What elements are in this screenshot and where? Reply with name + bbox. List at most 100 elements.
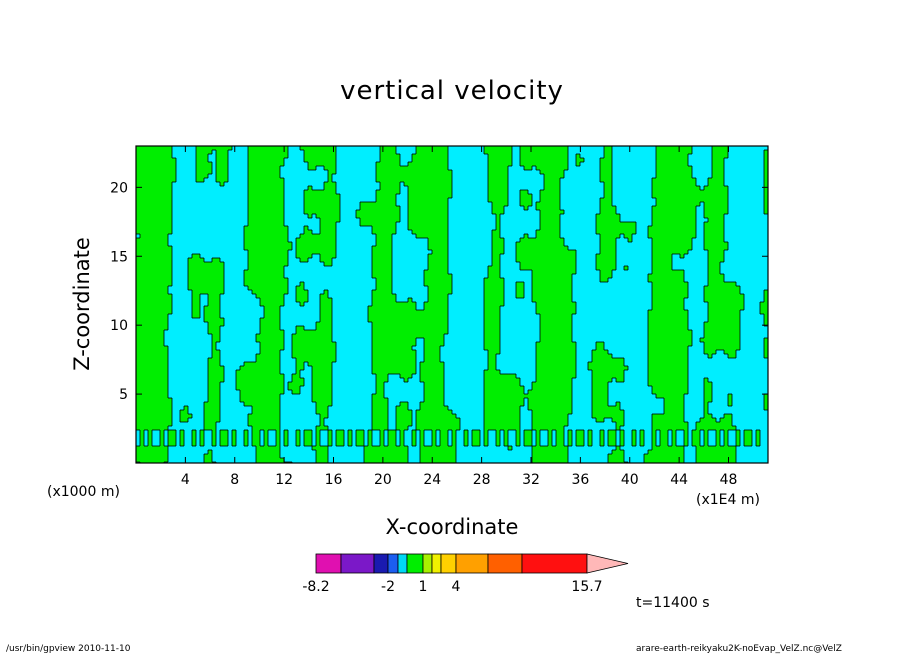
contour-cell [524,230,529,235]
contour-cell [636,210,641,215]
contour-cell [404,190,409,195]
contour-cell [236,214,241,219]
contour-cell [320,154,325,159]
contour-cell [164,150,169,155]
contour-cell [536,170,541,175]
contour-cell [748,230,753,235]
contour-cell [604,170,609,175]
contour-cell [252,198,257,203]
contour-cell [416,158,421,163]
contour-cell [572,178,577,183]
contour-cell [560,174,565,179]
contour-cell [260,270,265,275]
contour-cell [584,166,589,171]
contour-cell [672,230,677,235]
contour-cell [264,246,269,251]
contour-cell [360,246,365,251]
contour-cell [380,230,385,235]
contour-cell [280,150,285,155]
contour-cell [444,182,449,187]
contour-cell [176,194,181,199]
contour-cell [608,254,613,259]
contour-cell [544,166,549,171]
contour-cell [376,206,381,211]
contour-cell [536,186,541,191]
contour-cell [592,222,597,227]
contour-cell [520,202,525,207]
contour-cell [560,254,565,259]
contour-cell [532,218,537,223]
contour-cell [480,178,485,183]
contour-cell [164,214,169,219]
contour-cell [244,166,249,171]
contour-cell [408,230,413,235]
contour-cell [148,166,153,171]
contour-cell [756,154,761,159]
contour-cell [480,270,485,275]
contour-cell [692,262,697,267]
contour-cell [480,182,485,187]
contour-cell [636,218,641,223]
contour-cell [408,154,413,159]
contour-cell [592,226,597,231]
contour-cell [528,174,533,179]
contour-cell [352,154,357,159]
contour-cell [660,190,665,195]
contour-cell [732,186,737,191]
contour-cell [636,250,641,255]
contour-cell [220,182,225,187]
contour-cell [408,254,413,259]
contour-cell [368,230,373,235]
contour-cell [684,206,689,211]
contour-cell [716,202,721,207]
contour-cell [364,178,369,183]
contour-cell [324,182,329,187]
contour-cell [376,154,381,159]
contour-cell [240,214,245,219]
contour-cell [416,174,421,179]
contour-cell [460,230,465,235]
contour-cell [544,202,549,207]
contour-cell [532,206,537,211]
contour-cell [404,162,409,167]
contour-cell [532,146,537,151]
contour-cell [144,242,149,247]
contour-cell [596,166,601,171]
contour-cell [592,238,597,243]
contour-cell [564,210,569,215]
contour-cell [220,186,225,191]
contour-cell [172,186,177,191]
contour-cell [528,194,533,199]
contour-cell [448,154,453,159]
contour-cell [284,262,289,267]
contour-cell [268,214,273,219]
contour-cell [244,238,249,243]
contour-cell [188,182,193,187]
contour-cell [568,242,573,247]
contour-cell [564,154,569,159]
contour-cell [272,266,277,271]
contour-cell [680,238,685,243]
contour-cell [584,230,589,235]
contour-cell [592,242,597,247]
contour-cell [692,242,697,247]
contour-cell [324,150,329,155]
contour-cell [556,150,561,155]
contour-cell [348,154,353,159]
contour-cell [516,146,521,151]
contour-cell [672,218,677,223]
contour-cell [420,186,425,191]
contour-cell [764,150,768,155]
contour-cell [340,234,345,239]
contour-cell [256,254,261,259]
contour-cell [300,230,305,235]
contour-cell [184,250,189,255]
contour-cell [244,158,249,163]
contour-cell [376,202,381,207]
contour-cell [360,218,365,223]
contour-cell [224,198,229,203]
contour-cell [420,178,425,183]
contour-cell [712,234,717,239]
contour-cell [156,178,161,183]
contour-cell [148,250,153,255]
